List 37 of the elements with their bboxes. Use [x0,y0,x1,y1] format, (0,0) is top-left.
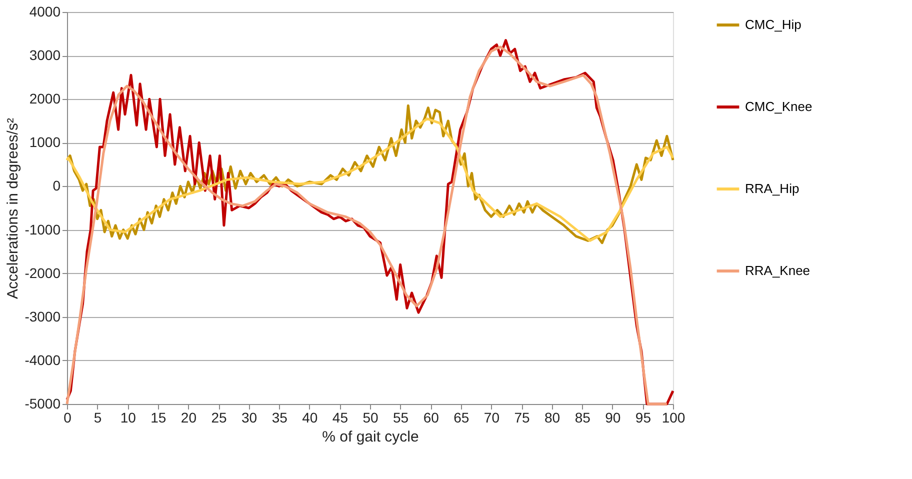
y-tick-label: 3000 [29,47,61,64]
y-tick-label: 4000 [29,4,61,20]
legend-label: CMC_Hip [745,17,802,32]
y-tick-label: 2000 [29,90,61,107]
x-tick-label: 40 [302,410,318,426]
x-tick-label: 100 [662,410,686,426]
x-tick-label: 5 [94,410,102,426]
legend-label: CMC_Knee [745,99,812,114]
y-tick-label: -5000 [24,396,61,412]
x-tick-label: 25 [211,410,227,426]
x-tick-label: 20 [180,410,197,426]
x-tick-label: 90 [605,410,621,426]
y-tick-label: 0 [52,178,61,194]
x-tick-label: 10 [120,410,136,426]
y-tick-label: -4000 [24,352,61,368]
x-tick-label: 85 [574,410,591,426]
x-tick-label: 75 [514,410,530,426]
legend-label: RRA_Knee [745,263,810,278]
legend-label: RRA_Hip [745,181,800,196]
x-tick-label: 95 [635,410,652,426]
x-tick-label: 80 [544,410,560,426]
x-tick-label: 50 [362,410,378,426]
y-tick-label: 1000 [29,134,61,150]
x-axis-title: % of gait cycle [322,428,419,446]
x-tick-label: 70 [484,410,500,426]
y-tick-label: -1000 [24,221,61,238]
x-tick-label: 15 [150,410,166,426]
x-tick-label: 30 [242,410,258,426]
x-tick-label: 45 [332,410,348,426]
x-tick-label: 60 [423,410,440,426]
y-tick-label: -2000 [24,264,61,281]
x-tick-label: 55 [393,410,409,426]
x-tick-label: 65 [454,410,470,426]
x-tick-label: 35 [272,410,288,426]
y-axis-title: Accelerations in degrees/s² [4,118,22,299]
y-tick-label: -3000 [24,308,61,324]
x-tick-label: 0 [64,410,72,426]
